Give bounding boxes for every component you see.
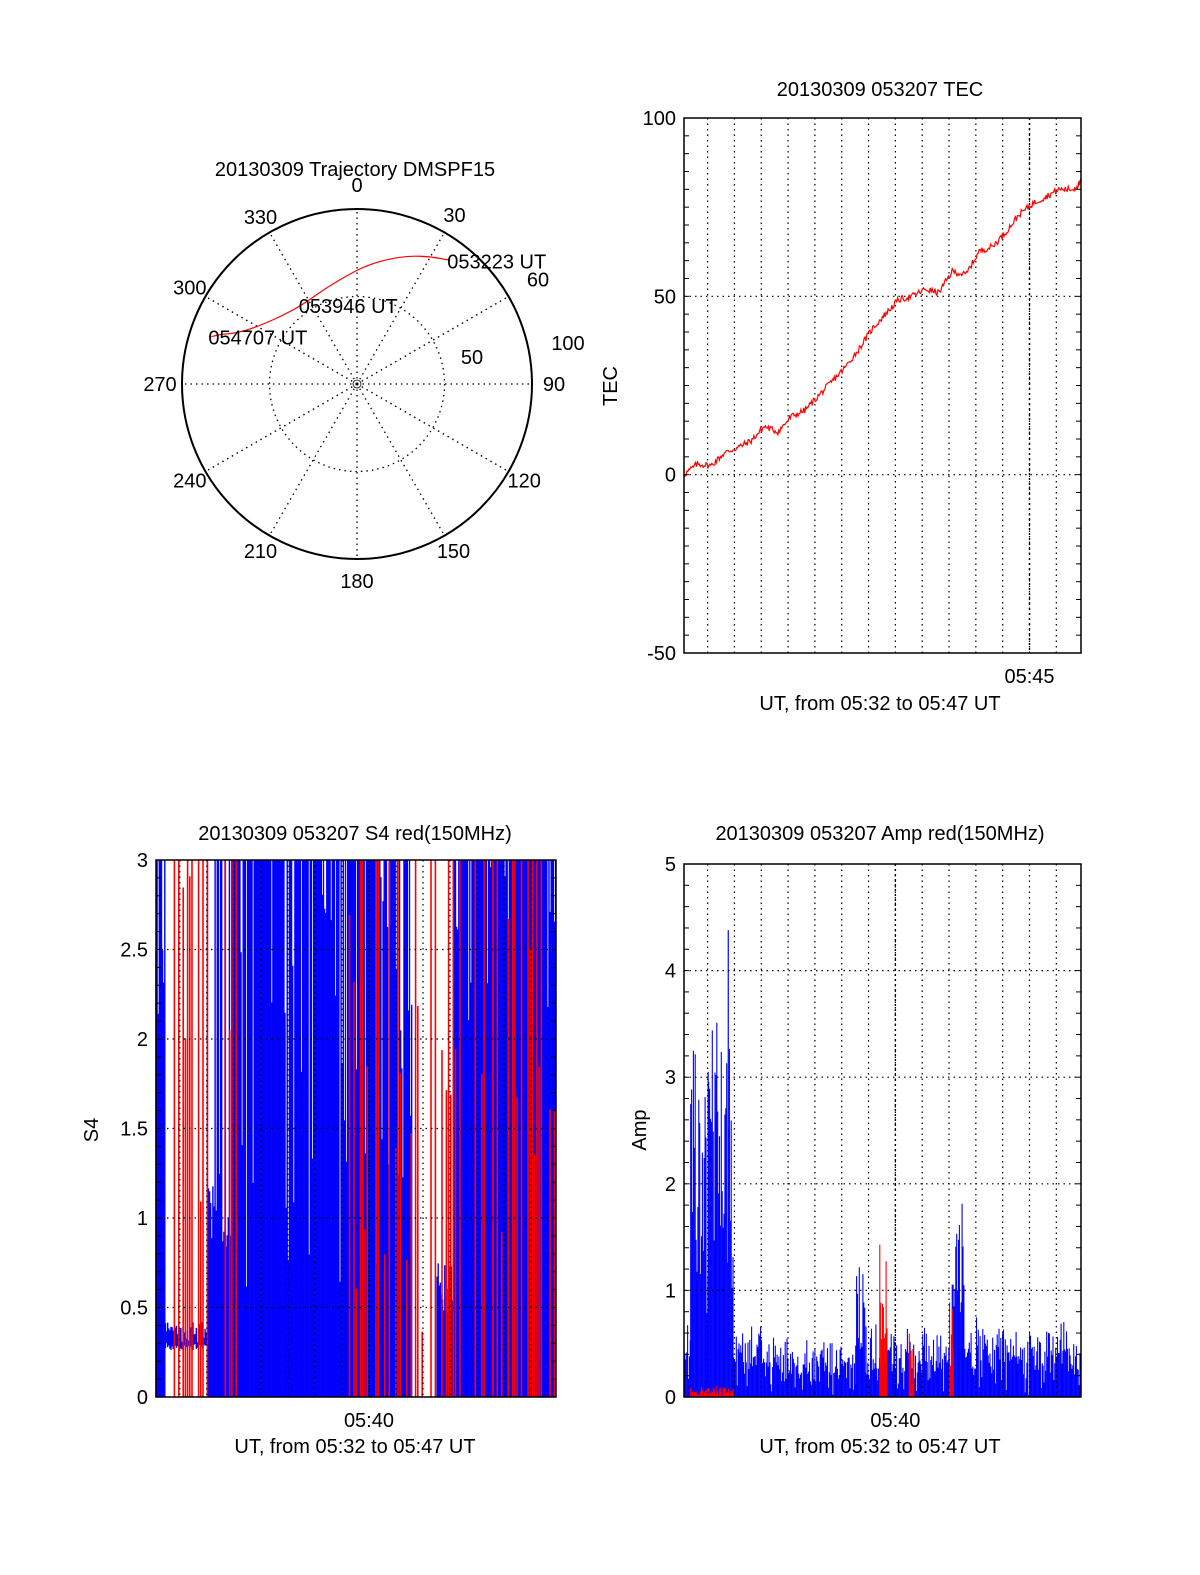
polar-angle-label: 240 [173,471,206,493]
y-tick-label: 2.5 [120,940,148,962]
polar-radial-label: 100 [551,333,584,355]
polar-spoke [356,383,509,473]
polar-center-mark [352,379,362,389]
trajectory-time-label: 053946 UT [299,296,398,318]
polar-angle-label: 270 [143,374,176,396]
polar-trajectory-panel: 20130309 Trajectory DMSPF15 0 30 60 90 120 15… [143,159,584,593]
polar-radial-labels: 50 100 [461,333,585,369]
amp-bars [683,930,1082,1397]
s4-panel: 20130309 053207 S4 red(150MHz) 0 0.5 1 1.5 2… [81,823,557,1458]
polar-title: 20130309 Trajectory DMSPF15 [215,159,495,181]
polar-angle-label: 300 [173,278,206,300]
s4-grid [156,860,556,1397]
polar-angle-label: 0 [351,175,362,197]
y-tick-label: 1 [137,1208,148,1230]
y-tick-label: 1.5 [120,1119,148,1141]
polar-angle-label: 90 [543,374,565,396]
tec-series-line [684,177,1082,477]
trajectory-time-label: 053223 UT [447,251,546,273]
y-tick-label: 1 [665,1280,676,1302]
amp-xlabel: UT, from 05:32 to 05:47 UT [759,1436,1000,1458]
s4-bars [155,860,557,1397]
trajectory-annotations: 053223 UT 053946 UT 054707 UT [208,251,546,349]
amp-grid [684,864,1081,1397]
tec-ylabel: TEC [600,366,622,406]
y-tick-label: 4 [665,961,676,983]
y-tick-label: 0 [137,1387,148,1409]
x-tick-label: 05:45 [1004,666,1054,688]
s4-xlabel: UT, from 05:32 to 05:47 UT [234,1436,475,1458]
y-tick-label: 0 [665,1387,676,1409]
tec-ticks: -50 0 50 100 05:45 [643,108,1081,688]
tec-plot-frame [683,117,1082,654]
polar-angle-label: 120 [507,471,540,493]
s4-ticks: 0 0.5 1 1.5 2 2.5 3 05:40 [120,850,556,1432]
s4-title: 20130309 053207 S4 red(150MHz) [198,823,512,845]
polar-outer-circle [181,208,533,560]
amp-plot-frame [683,863,1082,1398]
x-tick-label: 05:40 [344,1410,394,1432]
y-tick-label: 0 [665,465,676,487]
polar-spoke [268,383,358,536]
amp-panel: 20130309 053207 Amp red(150MHz) 0 1 2 3 4 5 05… [629,823,1082,1458]
trajectory-time-label: 054707 UT [208,328,307,350]
amp-ylabel: Amp [629,1109,651,1150]
polar-angle-label: 30 [443,205,465,227]
y-tick-label: 3 [665,1067,676,1089]
polar-radial-circle [268,295,446,473]
trajectory-line [211,255,451,338]
y-tick-label: 2 [137,1029,148,1051]
polar-spoke [205,383,358,473]
y-tick-label: 2 [665,1174,676,1196]
polar-angle-labels: 0 30 60 90 120 150 180 210 240 270 300 330 [143,175,565,593]
amp-ticks: 0 1 2 3 4 5 05:40 [665,854,1081,1432]
y-tick-label: 0.5 [120,1298,148,1320]
series-red [690,1244,954,1397]
polar-angle-label: 180 [340,571,373,593]
tec-title: 20130309 053207 TEC [777,79,983,101]
polar-angle-label: 330 [244,207,277,229]
polar-grid [182,209,532,559]
s4-ylabel: S4 [81,1118,103,1142]
x-tick-label: 05:40 [870,1410,920,1432]
y-tick-label: 100 [643,108,676,130]
amp-title: 20130309 053207 Amp red(150MHz) [715,823,1044,845]
y-tick-label: 5 [665,854,676,876]
tec-grid [684,118,1081,653]
polar-angle-label: 210 [244,541,277,563]
y-tick-label: 3 [137,850,148,872]
polar-spoke [356,383,446,536]
series-blue [683,930,1082,1397]
tec-panel: 20130309 053207 TEC -50 0 50 100 05:45 TEC U… [600,79,1082,715]
polar-angle-label: 150 [437,541,470,563]
y-tick-label: -50 [647,643,676,665]
polar-radial-label: 50 [461,347,483,369]
y-tick-label: 50 [654,286,676,308]
tec-xlabel: UT, from 05:32 to 05:47 UT [759,693,1000,715]
polar-angle-label: 60 [527,270,549,292]
